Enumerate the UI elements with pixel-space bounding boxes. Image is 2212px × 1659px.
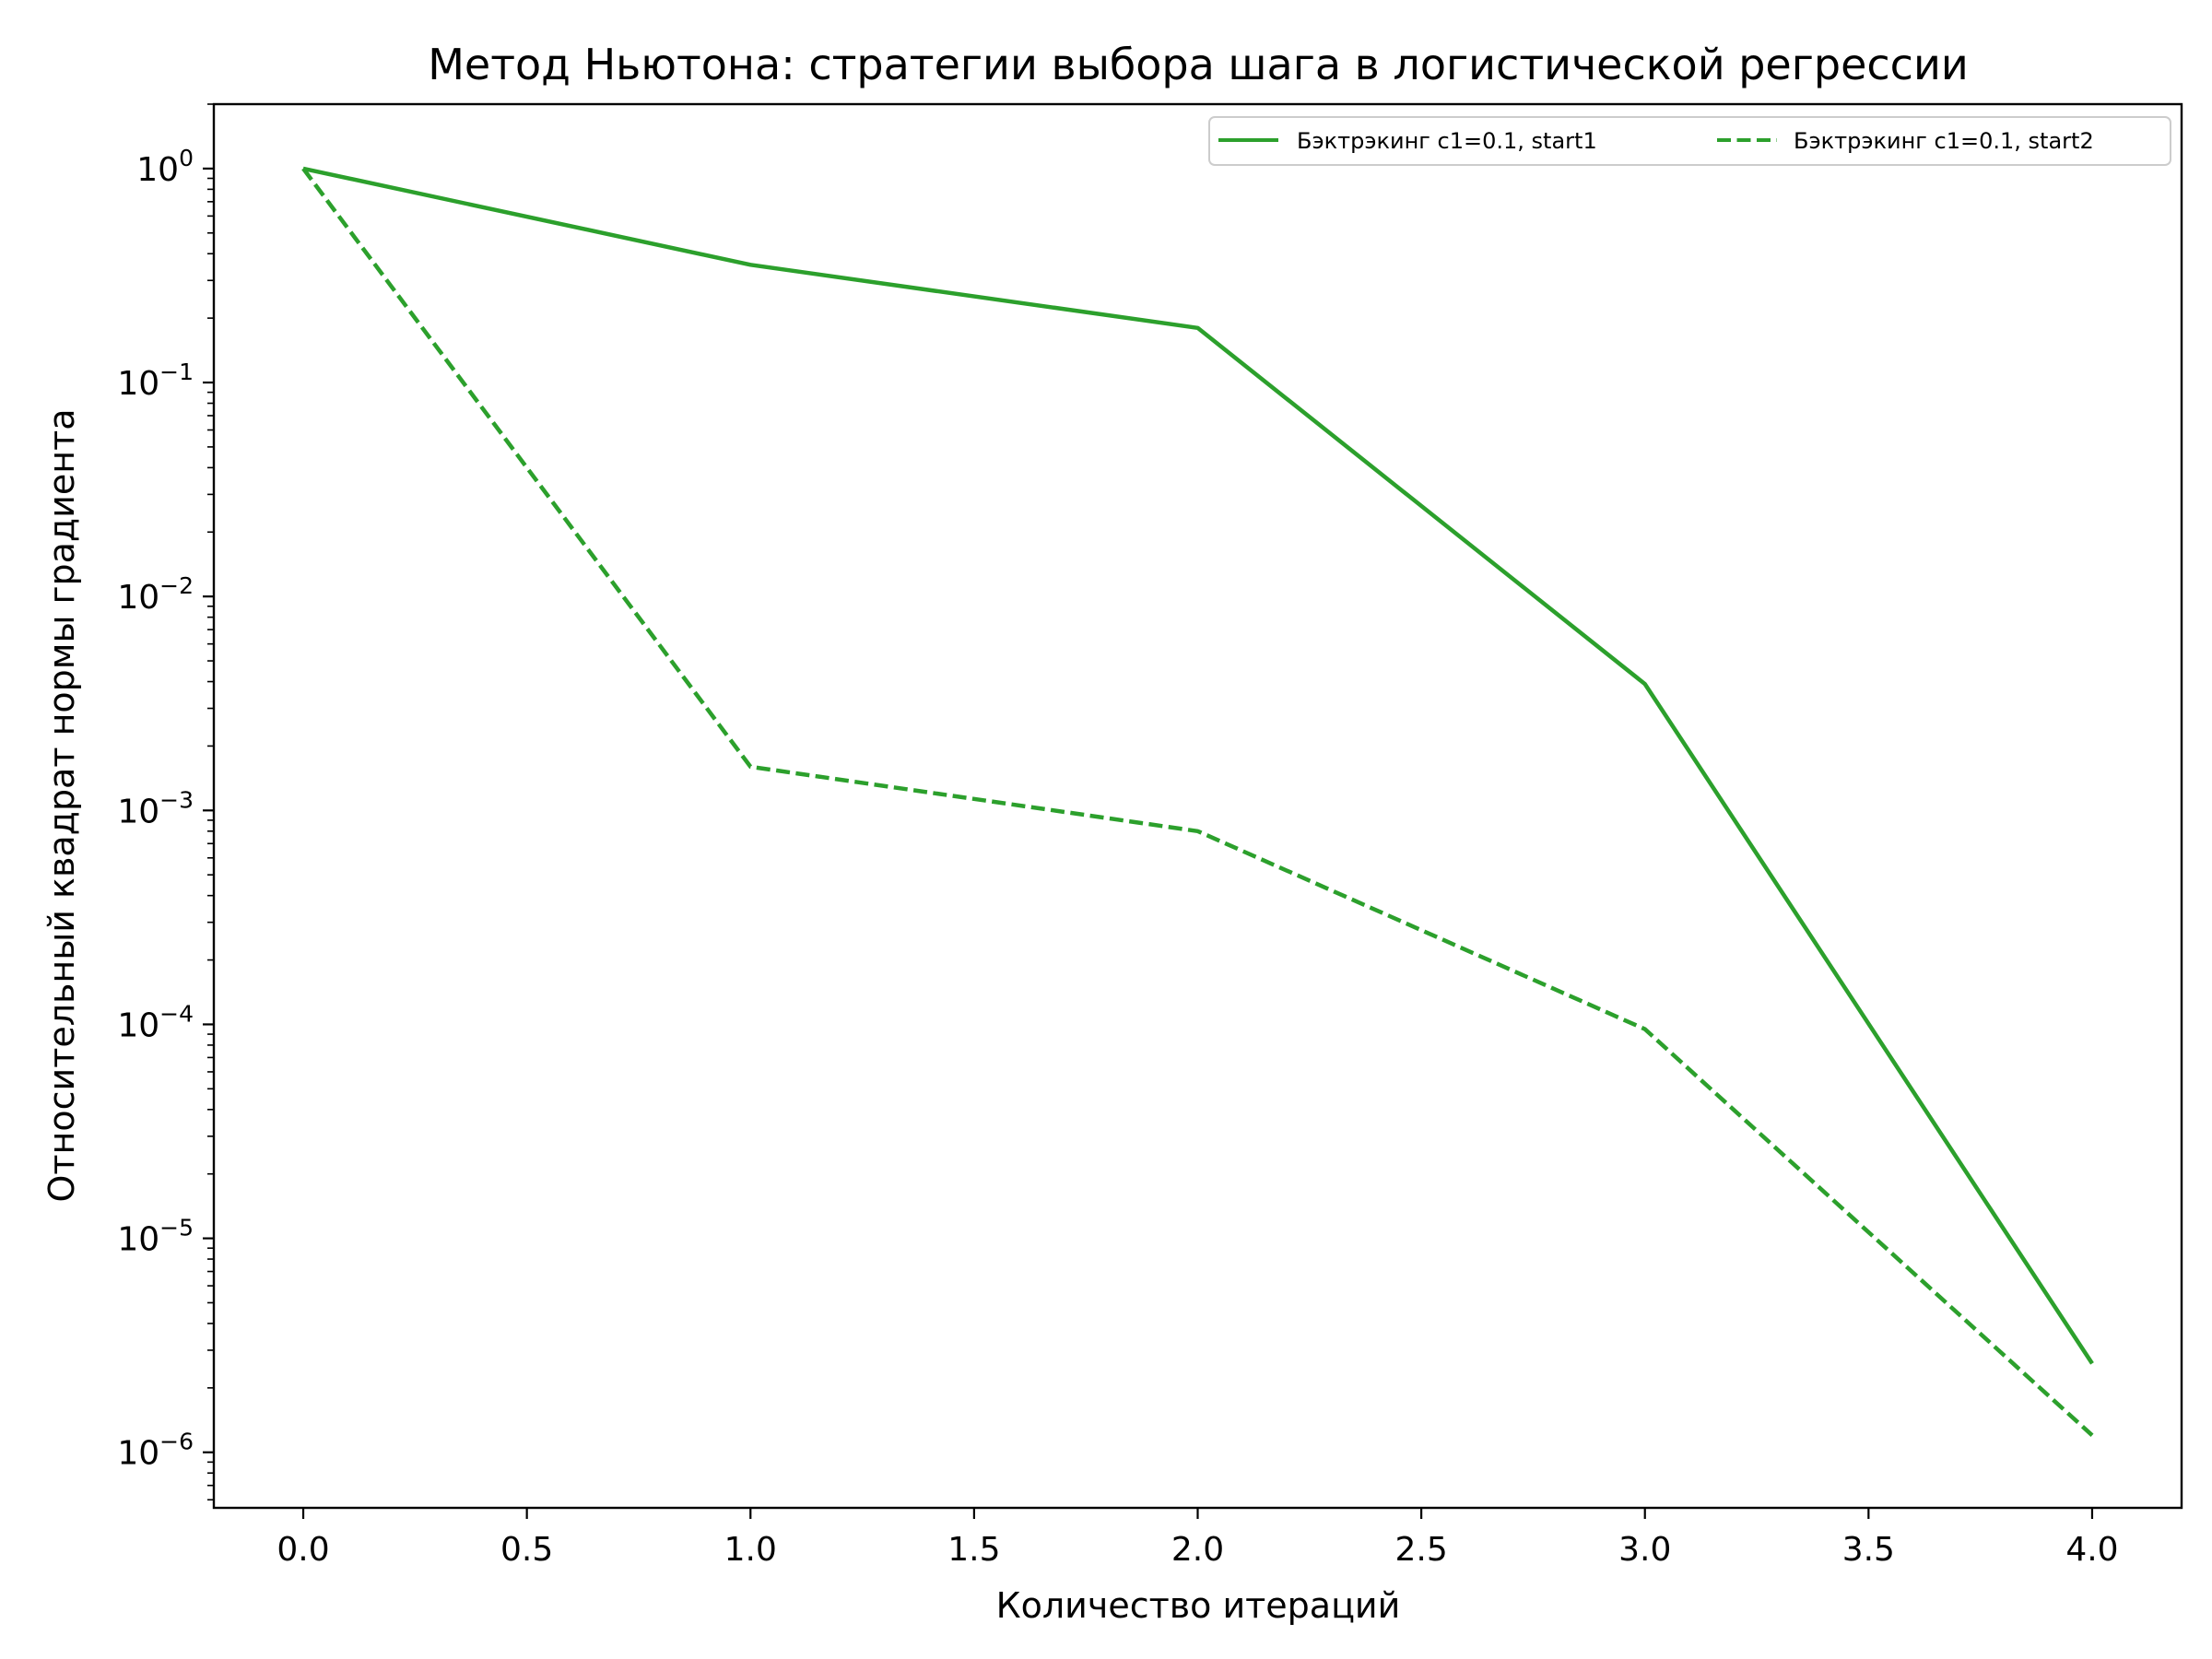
y-tick-label: 10−1 [117, 359, 194, 403]
series-line-1 [302, 166, 2094, 1365]
chart-title: Метод Ньютона: стратегии выбора шага в л… [428, 40, 1969, 89]
y-tick-label: 10−6 [117, 1429, 194, 1473]
series-line-2 [301, 167, 2094, 1437]
y-tick-label: 10−5 [117, 1215, 194, 1259]
y-tick-label: 100 [136, 145, 194, 189]
x-axis: 0.0 0.5 1.0 1.5 2.0 2.5 3.0 3.5 4.0 [276, 1508, 2119, 1569]
x-tick-label: 0.5 [500, 1531, 553, 1569]
x-tick-label: 2.0 [1171, 1531, 1224, 1569]
legend-box [1208, 116, 2171, 166]
legend-label-series-2: Бэктрэкинг c1=0.1, start2 [1794, 128, 2094, 154]
legend: Бэктрэкинг c1=0.1, start1 Бэктрэкинг c1=… [1208, 116, 2171, 166]
y-tick-label: 10−4 [117, 1000, 194, 1044]
x-tick-label: 1.5 [947, 1531, 1000, 1569]
x-axis-label: Количество итераций [996, 1585, 1401, 1626]
y-tick-label: 10−3 [117, 786, 194, 830]
x-tick-label: 1.0 [724, 1531, 777, 1569]
x-tick-label: 3.0 [1618, 1531, 1671, 1569]
x-tick-label: 0.0 [276, 1531, 329, 1569]
legend-label-series-1: Бэктрэкинг c1=0.1, start1 [1297, 128, 1597, 154]
x-tick-label: 2.5 [1394, 1531, 1447, 1569]
series-layer [301, 166, 2094, 1437]
x-tick-label: 3.5 [1842, 1531, 1895, 1569]
y-axis: 100 10−1 10−2 10−3 10−4 10−5 10−6 [117, 103, 214, 1501]
x-tick-label: 4.0 [2065, 1531, 2118, 1569]
y-axis-label: Относительный квадрат нормы градиента [41, 408, 82, 1202]
y-tick-label: 10−2 [117, 572, 194, 617]
